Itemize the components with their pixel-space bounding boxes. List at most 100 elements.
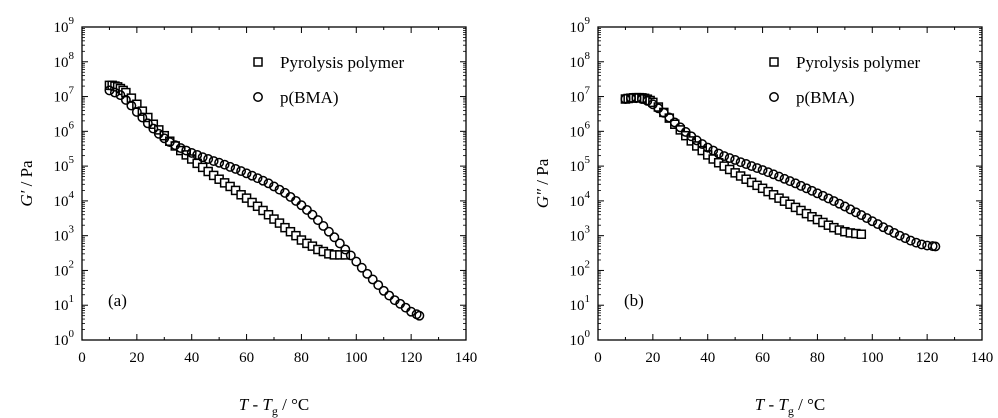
data-point-circle bbox=[247, 170, 258, 181]
data-point-circle bbox=[719, 151, 730, 161]
data-point-circle bbox=[367, 274, 378, 285]
data-point-circle bbox=[763, 167, 774, 178]
data-point-circle bbox=[104, 85, 115, 96]
y-axis-label-unit: / Pa bbox=[533, 158, 552, 189]
x-tick-label: 20 bbox=[129, 350, 144, 366]
data-point-square bbox=[143, 112, 153, 123]
data-point-circle bbox=[312, 215, 323, 226]
x-axis-label: T - Tg / °C bbox=[239, 395, 309, 418]
y-tick-base: 10 bbox=[54, 333, 69, 349]
data-point-circle bbox=[839, 201, 850, 212]
data-point-circle bbox=[790, 178, 801, 189]
y-tick-exponent: 7 bbox=[585, 85, 591, 97]
y-tick-exponent: 6 bbox=[585, 119, 591, 131]
data-point-circle bbox=[225, 161, 236, 172]
y-tick-base: 10 bbox=[570, 194, 585, 210]
y-tick-exponent: 1 bbox=[585, 293, 591, 305]
data-point-circle bbox=[856, 210, 867, 221]
x-tick-label: 100 bbox=[345, 350, 368, 366]
data-point-circle bbox=[258, 175, 268, 186]
legend: Pyrolysis polymer p(BMA) bbox=[253, 53, 405, 107]
data-point-circle bbox=[702, 142, 713, 153]
data-point-circle bbox=[109, 87, 120, 98]
y-tick-base: 10 bbox=[54, 263, 69, 279]
data-point-circle bbox=[115, 90, 126, 101]
data-point-circle bbox=[175, 143, 186, 154]
data-point-circle bbox=[708, 145, 719, 156]
data-point-square bbox=[856, 229, 867, 239]
x-tick-label: 140 bbox=[455, 350, 478, 366]
data-point-square bbox=[137, 106, 148, 116]
data-point-circle bbox=[142, 118, 153, 129]
data-point-circle bbox=[894, 230, 905, 241]
data-point-square bbox=[126, 93, 137, 103]
y-tick-exponent: 2 bbox=[585, 258, 591, 270]
x-tick-label: 0 bbox=[594, 350, 602, 366]
y-tick-base: 10 bbox=[570, 298, 585, 314]
data-point-circle bbox=[785, 176, 795, 187]
y-tick-base: 10 bbox=[570, 20, 585, 36]
data-point-circle bbox=[768, 169, 779, 180]
y-tick-base: 10 bbox=[570, 263, 585, 279]
data-point-circle bbox=[197, 152, 208, 163]
y-tick-label: 107 bbox=[54, 85, 75, 106]
legend: Pyrolysis polymer p(BMA) bbox=[769, 53, 921, 107]
x-tick-label: 100 bbox=[861, 350, 884, 366]
data-point-circle bbox=[878, 222, 889, 233]
data-point-circle bbox=[241, 168, 252, 179]
data-point-circle bbox=[414, 310, 425, 321]
y-tick-label: 101 bbox=[54, 293, 75, 314]
y-tick-label: 107 bbox=[570, 85, 591, 106]
data-point-circle bbox=[362, 268, 373, 279]
y-tick-base: 10 bbox=[570, 124, 585, 140]
data-point-circle bbox=[323, 226, 334, 237]
x-axis-label-sub: g bbox=[272, 404, 278, 418]
data-point-circle bbox=[274, 184, 285, 195]
y-axis-label: G′ / Pa bbox=[17, 160, 36, 207]
plot-frame bbox=[81, 26, 467, 341]
data-point-circle bbox=[269, 181, 279, 192]
legend-label: Pyrolysis polymer bbox=[280, 53, 405, 72]
data-point-circle bbox=[351, 256, 362, 267]
data-point-circle bbox=[796, 180, 806, 191]
x-axis-label-var: T bbox=[778, 395, 789, 414]
data-point-circle bbox=[730, 155, 741, 165]
panel-label: (b) bbox=[624, 291, 644, 310]
y-tick-label: 108 bbox=[570, 50, 591, 71]
y-tick-label: 100 bbox=[570, 328, 591, 349]
y-tick-exponent: 9 bbox=[69, 15, 75, 27]
y-tick-base: 10 bbox=[54, 124, 69, 140]
y-tick-label: 105 bbox=[54, 154, 75, 175]
data-point-circle bbox=[911, 237, 922, 248]
y-tick-base: 10 bbox=[54, 159, 69, 175]
y-tick-label: 103 bbox=[54, 224, 75, 245]
data-point-circle bbox=[930, 241, 941, 252]
y-tick-exponent: 5 bbox=[69, 154, 75, 166]
data-point-circle bbox=[120, 94, 131, 105]
y-tick-exponent: 1 bbox=[69, 293, 75, 305]
y-tick-exponent: 0 bbox=[585, 328, 591, 340]
data-point-circle bbox=[774, 171, 784, 182]
data-point-circle bbox=[889, 227, 900, 238]
legend-square-marker bbox=[769, 57, 779, 67]
y-tick-exponent: 3 bbox=[69, 224, 75, 236]
legend-label: p(BMA) bbox=[280, 88, 339, 107]
data-point-circle bbox=[334, 238, 345, 249]
data-point-circle bbox=[845, 204, 856, 215]
y-tick-label: 103 bbox=[570, 224, 591, 245]
data-point-circle bbox=[817, 190, 828, 201]
data-point-circle bbox=[406, 306, 417, 317]
data-point-circle bbox=[883, 225, 894, 236]
data-point-circle bbox=[192, 149, 203, 160]
y-tick-label: 109 bbox=[570, 15, 591, 36]
data-point-circle bbox=[373, 280, 384, 291]
data-point-circle bbox=[181, 145, 192, 156]
x-tick-label: 0 bbox=[78, 350, 86, 366]
y-tick-label: 100 bbox=[54, 328, 75, 349]
x-axis-label-mid: - bbox=[248, 395, 262, 414]
y-tick-base: 10 bbox=[54, 20, 69, 36]
data-point-circle bbox=[230, 163, 241, 174]
data-point-circle bbox=[186, 147, 197, 158]
legend-label: Pyrolysis polymer bbox=[796, 53, 921, 72]
